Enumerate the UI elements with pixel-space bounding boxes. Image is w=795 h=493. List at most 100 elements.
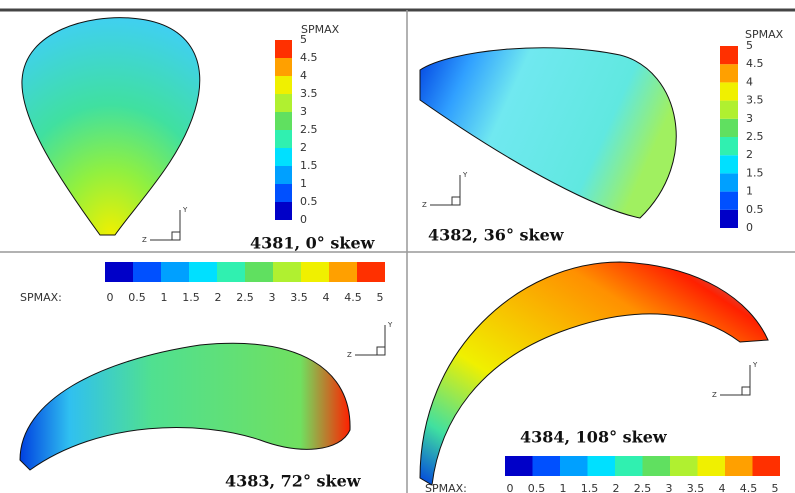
colorbar-band <box>275 166 292 184</box>
colorbar-band <box>301 262 329 282</box>
panel-label: 4382, 36° skew <box>428 226 565 245</box>
panel-label: 4381, 0° skew <box>250 234 376 253</box>
colorbar-title: SPMAX: <box>425 482 467 493</box>
colorbar-band <box>615 456 643 476</box>
colorbar-band <box>275 202 292 220</box>
colorbar-band <box>670 456 698 476</box>
colorbar-band <box>560 456 588 476</box>
colorbar-band <box>720 155 738 174</box>
colorbar-tick: 1 <box>161 291 168 304</box>
colorbar-band <box>217 262 245 282</box>
colorbar-band <box>275 112 292 130</box>
colorbar-band <box>275 40 292 58</box>
colorbar-band <box>245 262 273 282</box>
colorbar-tick: 5 <box>746 39 753 52</box>
colorbar-band <box>329 262 357 282</box>
colorbar-band <box>532 456 560 476</box>
colorbar-tick: 3 <box>746 112 753 125</box>
colorbar-tick: 4.5 <box>300 51 318 64</box>
colorbar-band <box>273 262 301 282</box>
colorbar-band <box>720 191 738 210</box>
colorbar-band <box>133 262 161 282</box>
axis-label: Y <box>752 361 758 369</box>
colorbar-tick: 4 <box>300 69 307 82</box>
colorbar-tick: 2.5 <box>236 291 254 304</box>
axis-label: Y <box>462 171 468 179</box>
colorbar-tick: 3.5 <box>300 87 318 100</box>
axis-label: Z <box>712 391 717 399</box>
blade-contour <box>21 17 201 236</box>
colorbar-band <box>275 184 292 202</box>
colorbar-title: SPMAX: <box>20 291 62 304</box>
colorbar-tick: 0.5 <box>300 195 318 208</box>
colorbar-tick: 4 <box>746 75 753 88</box>
blade-contour <box>19 342 351 471</box>
colorbar-tick: 3 <box>269 291 276 304</box>
blade-contour <box>419 261 769 486</box>
colorbar-tick: 2 <box>215 291 222 304</box>
colorbar-band <box>505 456 533 476</box>
blade-contour <box>419 47 677 219</box>
colorbar-band <box>275 58 292 76</box>
colorbar-band <box>720 137 738 156</box>
colorbar-tick: 2.5 <box>300 123 318 136</box>
colorbar-band <box>720 82 738 101</box>
axis-label: Z <box>422 201 427 209</box>
colorbar-tick: 5 <box>772 482 779 493</box>
colorbar-tick: 0 <box>107 291 114 304</box>
colorbar-band <box>697 456 725 476</box>
colorbar-tick: 2.5 <box>746 130 764 143</box>
colorbar-tick: 1 <box>300 177 307 190</box>
colorbar-band <box>105 262 133 282</box>
colorbar-tick: 1 <box>560 482 567 493</box>
colorbar-band <box>275 148 292 166</box>
colorbar-tick: 0.5 <box>528 482 546 493</box>
colorbar-title: SPMAX <box>745 28 784 41</box>
colorbar-tick: 4 <box>719 482 726 493</box>
colorbar-band <box>720 100 738 119</box>
colorbar-tick: 4 <box>323 291 330 304</box>
colorbar-tick: 1.5 <box>746 166 764 179</box>
colorbar-band <box>587 456 615 476</box>
colorbar-title: SPMAX <box>301 23 340 36</box>
colorbar-band <box>720 118 738 137</box>
colorbar-band <box>720 64 738 83</box>
panel-label: 4384, 108° skew <box>520 428 668 447</box>
colorbar-band <box>720 46 738 65</box>
colorbar-tick: 1 <box>746 185 753 198</box>
colorbar-tick: 3 <box>300 105 307 118</box>
colorbar-tick: 2 <box>746 148 753 161</box>
colorbar-tick: 2 <box>300 141 307 154</box>
colorbar-tick: 4.5 <box>746 57 764 70</box>
colorbar-tick: 0 <box>746 221 753 234</box>
colorbar-band <box>357 262 385 282</box>
colorbar-tick: 3.5 <box>746 94 764 107</box>
colorbar-band <box>275 76 292 94</box>
axis-label: Y <box>182 206 188 214</box>
colorbar-tick: 2.5 <box>634 482 652 493</box>
colorbar-band <box>275 94 292 112</box>
colorbar-band <box>725 456 753 476</box>
axis-label: Z <box>347 351 352 359</box>
colorbar-tick: 3 <box>666 482 673 493</box>
colorbar-band <box>189 262 217 282</box>
axis-label: Y <box>387 321 393 329</box>
colorbar-tick: 0 <box>300 213 307 226</box>
colorbar-tick: 0.5 <box>128 291 146 304</box>
colorbar-band <box>642 456 670 476</box>
colorbar-tick: 3.5 <box>687 482 705 493</box>
colorbar-tick: 4.5 <box>344 291 362 304</box>
axis-label: Z <box>142 236 147 244</box>
axis-icon <box>741 386 751 396</box>
colorbar-band <box>752 456 780 476</box>
panel-label: 4383, 72° skew <box>225 472 362 491</box>
colorbar-tick: 1.5 <box>182 291 200 304</box>
axis-icon <box>171 231 181 241</box>
colorbar-tick: 5 <box>377 291 384 304</box>
colorbar-tick: 4.5 <box>740 482 758 493</box>
colorbar-tick: 1.5 <box>581 482 599 493</box>
axis-icon <box>451 196 461 206</box>
colorbar-band <box>720 209 738 228</box>
colorbar-tick: 3.5 <box>290 291 308 304</box>
